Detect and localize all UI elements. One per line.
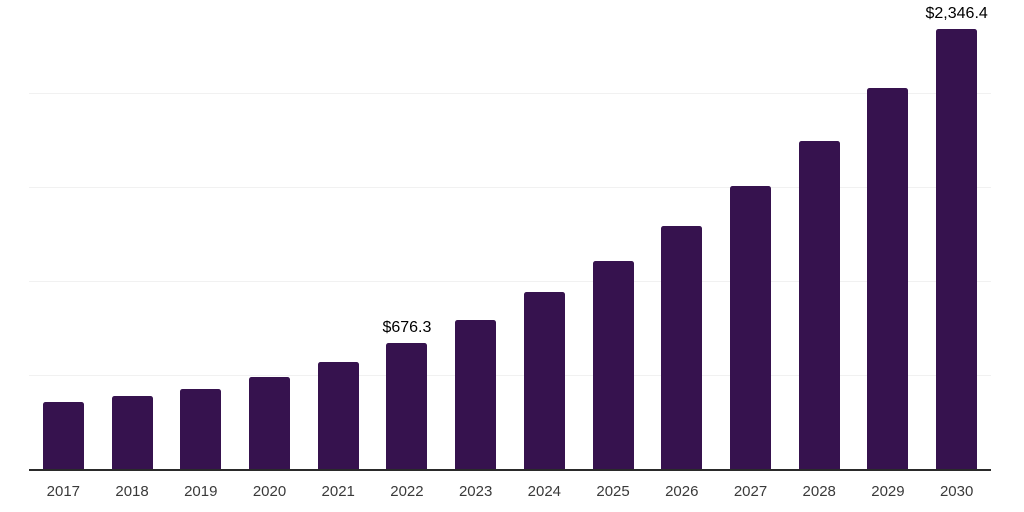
bar-2028 xyxy=(798,141,840,470)
gridline xyxy=(29,93,991,94)
x-tick-label-2026: 2026 xyxy=(665,483,699,500)
bar-2021 xyxy=(317,361,359,470)
bar-value-label-2030: $2,346.4 xyxy=(925,4,988,22)
bar-2020 xyxy=(249,376,290,470)
x-tick-label-2021: 2021 xyxy=(321,483,355,500)
bar-2022 xyxy=(386,342,428,470)
bar-2024 xyxy=(523,291,565,470)
x-tick-label-2028: 2028 xyxy=(802,483,836,500)
gridline xyxy=(29,375,991,376)
bar-2018 xyxy=(111,395,153,470)
bar-2030 xyxy=(936,28,978,470)
x-tick-label-2018: 2018 xyxy=(115,483,149,500)
x-tick-label-2025: 2025 xyxy=(596,483,630,500)
bar-2027 xyxy=(730,185,771,470)
bar-2025 xyxy=(592,260,634,470)
x-axis-line xyxy=(29,469,991,471)
bar-2029 xyxy=(867,87,909,470)
x-tick-label-2017: 2017 xyxy=(46,483,81,500)
x-tick-label-2030: 2030 xyxy=(939,483,974,500)
plot-area: $676.3 $2,346.4 xyxy=(29,0,991,470)
gridline xyxy=(29,281,991,282)
bar-2026 xyxy=(661,225,703,470)
x-tick-label-2024: 2024 xyxy=(527,483,562,500)
gridline xyxy=(29,187,991,188)
bar-2023 xyxy=(455,319,497,470)
x-tick-label-2020: 2020 xyxy=(252,483,287,500)
bar-value-label-2022: $676.3 xyxy=(382,318,432,336)
bar-2017 xyxy=(42,402,84,470)
x-tick-label-2029: 2029 xyxy=(871,483,905,500)
x-tick-label-2027: 2027 xyxy=(733,483,768,500)
bar-2019 xyxy=(180,388,222,470)
x-tick-label-2019: 2019 xyxy=(184,483,218,500)
x-tick-label-2022: 2022 xyxy=(390,483,424,500)
x-tick-label-2023: 2023 xyxy=(458,483,493,500)
x-axis-tick-labels: 2017 2018 2019 2020 2021 2022 2023 2024 2025 2026… xyxy=(29,484,991,504)
